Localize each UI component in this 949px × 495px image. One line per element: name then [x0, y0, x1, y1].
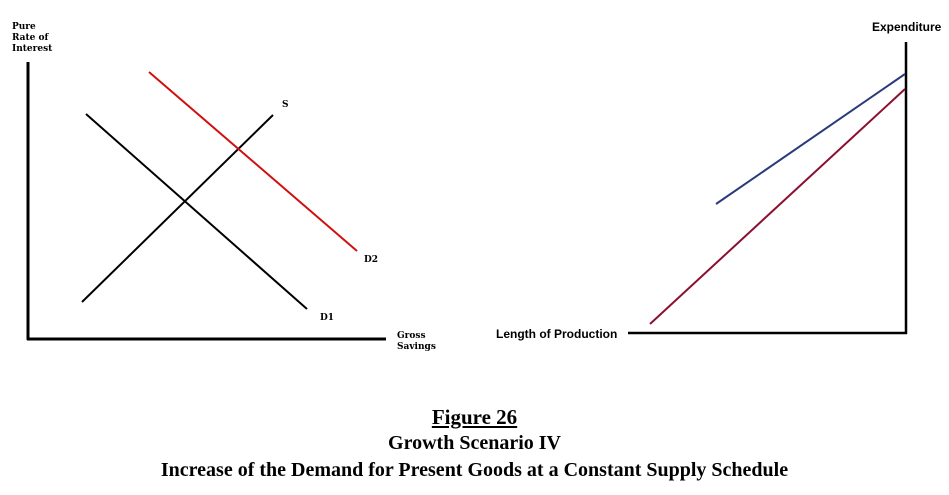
upper-expenditure-line [715, 73, 906, 205]
left-x-axis-label-line-2: Savings [397, 342, 436, 352]
right-y-axis-label: Expenditure [872, 20, 942, 34]
figure-subtitle: Growth Scenario IV [388, 432, 561, 454]
right-x-axis-label: Length of Production [496, 327, 617, 341]
right-diagram: Expenditure Length of Production [496, 20, 942, 341]
left-x-axis-label-line-1: Gross [397, 331, 426, 341]
left-y-axis-label-line-2: Rate of [12, 33, 50, 43]
left-y-axis-label-line-1: Pure [12, 22, 36, 32]
demand-d2-label: D2 [364, 255, 378, 265]
figure-description: Increase of the Demand for Present Goods… [160, 459, 789, 481]
lower-expenditure-line [649, 88, 906, 325]
demand-d1-label: D1 [320, 313, 334, 323]
supply-curve-s [81, 114, 274, 303]
figure-number: Figure 26 [0, 405, 949, 430]
demand-curve-d2 [148, 71, 358, 252]
supply-curve-label: S [282, 100, 289, 110]
demand-curve-d1 [85, 113, 308, 310]
left-y-axis-label-line-3: Interest [12, 44, 53, 54]
figure-number-text: Figure 26 [431, 405, 518, 429]
left-diagram: Pure Rate of Interest Gross Savings S D1… [12, 22, 436, 352]
